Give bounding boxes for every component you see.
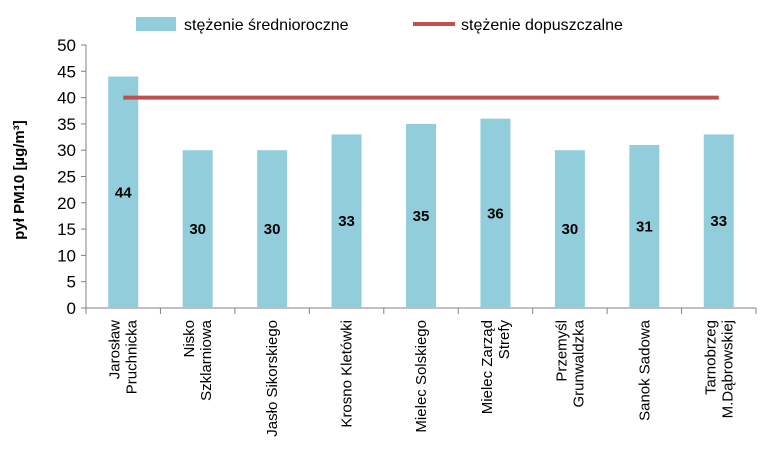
chart-legend: stężenie średnioroczne stężenie dopuszcza… (136, 17, 623, 34)
category-label: Krosno Kletówki (339, 320, 356, 428)
category-label: Jarosław (107, 320, 124, 379)
bar-data-label: 30 (562, 221, 579, 238)
bar (257, 150, 288, 308)
y-tick-label: 5 (67, 273, 76, 292)
bar-data-label: 30 (189, 221, 206, 238)
y-tick-label: 35 (57, 115, 76, 134)
category-label: Strefy (496, 320, 513, 360)
bar (182, 150, 213, 308)
legend-swatch-bar (136, 17, 176, 31)
bar (108, 76, 139, 308)
y-tick-label: 45 (57, 62, 76, 81)
category-labels: Jarosław Pruchnicka Nisko Szklarniowa Jasło … (107, 319, 737, 436)
y-tick-label: 25 (57, 168, 76, 187)
bar (480, 118, 511, 308)
y-axis-title: pył PM10 [µg/m³] (11, 120, 28, 240)
chart-data-labels: 44 30 30 33 35 36 30 31 33 (115, 184, 727, 238)
bar-data-label: 33 (710, 213, 727, 230)
category-label: Sanok Sadowa (636, 319, 653, 421)
legend-label-line: stężenie dopuszczalne (461, 17, 623, 34)
category-label: Mielec Solskiego (413, 320, 430, 433)
category-label: Mielec Zarząd (479, 320, 496, 414)
y-tick-label: 20 (57, 194, 76, 213)
category-label: Grunwaldzka (570, 319, 587, 407)
chart-bars (108, 76, 734, 309)
bar-data-label: 31 (636, 218, 653, 235)
category-label: Nisko (181, 320, 198, 358)
bar-data-label: 33 (338, 213, 355, 230)
bar-data-label: 30 (264, 221, 281, 238)
category-label: Jasło Sikorskiego (264, 320, 281, 437)
bar (406, 123, 436, 309)
y-tick-label: 30 (57, 141, 76, 160)
bar-data-label: 36 (487, 205, 504, 222)
category-label: Przemyśl (553, 320, 570, 382)
category-label: Szklarniowa (198, 319, 215, 401)
category-label: Pruchnicka (124, 319, 141, 394)
y-tick-label: 10 (57, 246, 76, 265)
y-tick-label: 40 (57, 89, 76, 108)
category-label: M.Dąbrowskiej (719, 320, 736, 418)
y-tick-label: 15 (57, 220, 76, 239)
bar (703, 134, 734, 308)
bar-data-label: 35 (413, 208, 430, 225)
y-tick-label: 50 (57, 36, 76, 55)
y-tick-label: 0 (67, 299, 76, 318)
category-label: Tarnobrzeg (702, 320, 719, 395)
bar-data-label: 44 (115, 184, 132, 201)
legend-label-bar: stężenie średnioroczne (184, 17, 349, 34)
bar (629, 144, 660, 308)
bar (554, 150, 585, 308)
bar (331, 134, 362, 308)
